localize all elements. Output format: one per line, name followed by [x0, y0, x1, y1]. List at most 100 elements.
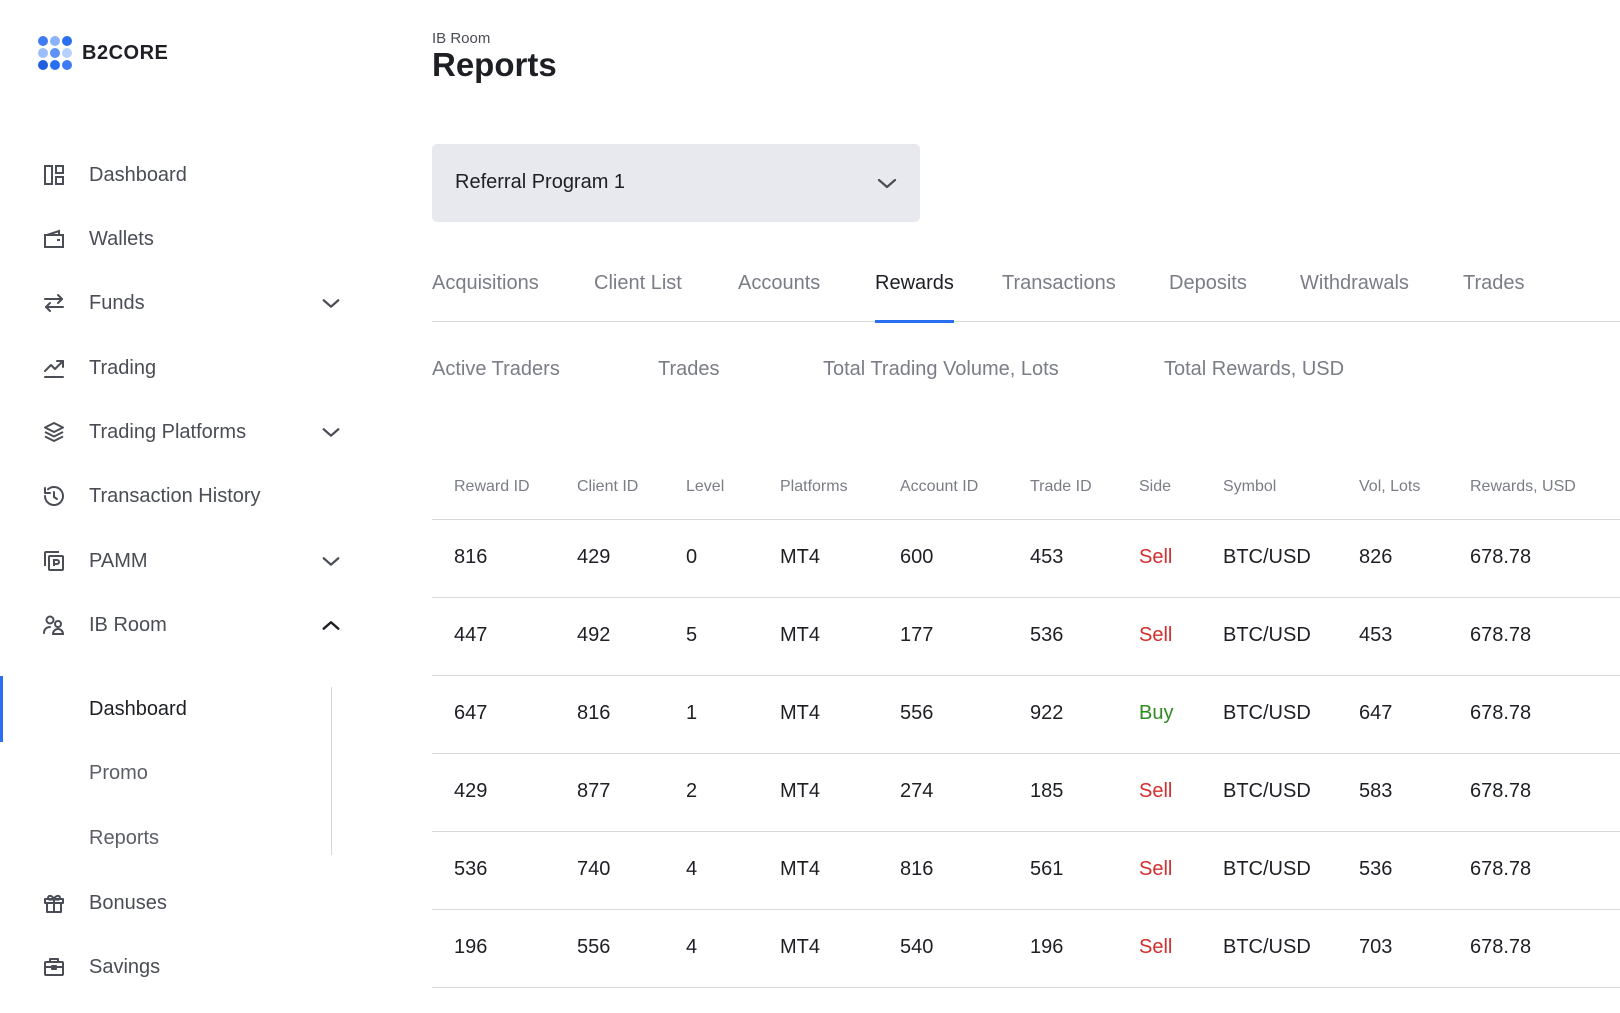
- sidebar-subitem-promo[interactable]: Promo: [0, 745, 350, 801]
- sidebar-subitem-reports[interactable]: Reports: [0, 810, 350, 866]
- submenu-divider: [331, 687, 332, 855]
- side-cell: Sell: [1139, 546, 1173, 568]
- table-row[interactable]: 536 740 4 MT4 816 561 Sell BTC/USD 536 678.78: [432, 832, 1620, 910]
- table-cell: 647: [1359, 702, 1393, 724]
- chevron-down-icon[interactable]: [318, 419, 344, 445]
- column-header[interactable]: Account ID: [900, 478, 979, 495]
- side-cell: Sell: [1139, 936, 1173, 958]
- sidebar-item-bonuses[interactable]: Bonuses: [0, 875, 350, 931]
- column-header[interactable]: Platforms: [780, 478, 848, 495]
- chevron-down-icon[interactable]: [318, 290, 344, 316]
- table-row[interactable]: 447 492 5 MT4 177 536 Sell BTC/USD 453 678.78: [432, 598, 1620, 676]
- table-cell: BTC/USD: [1223, 936, 1311, 958]
- chevron-down-icon: [874, 170, 900, 196]
- program-select-value: Referral Program 1: [455, 171, 626, 193]
- table-cell: 826: [1359, 546, 1393, 568]
- table-cell: 536: [454, 858, 488, 880]
- tab-client-list[interactable]: Client List: [594, 272, 682, 294]
- ib-room-icon: [41, 612, 67, 638]
- program-select[interactable]: Referral Program 1: [432, 144, 920, 222]
- report-tabs: Acquisitions Client List Accounts Reward…: [432, 262, 1620, 323]
- table-header: Reward ID Client ID Level Platforms Acco…: [432, 462, 1620, 520]
- sidebar-item-funds[interactable]: Funds: [0, 275, 350, 331]
- sidebar-item-label: PAMM: [89, 549, 148, 572]
- column-header[interactable]: Vol, Lots: [1359, 478, 1421, 495]
- table-cell: 556: [900, 702, 934, 724]
- table-row[interactable]: 429 877 2 MT4 274 185 Sell BTC/USD 583 678.78: [432, 754, 1620, 832]
- sidebar-item-ib-room[interactable]: IB Room: [0, 597, 350, 653]
- breadcrumb[interactable]: IB Room: [432, 30, 491, 47]
- sidebar-item-trading[interactable]: Trading: [0, 340, 350, 396]
- column-header[interactable]: Level: [686, 478, 725, 495]
- main-content: IB Room Reports Referral Program 1 Acqui…: [432, 0, 1620, 1013]
- sidebar-item-savings[interactable]: Savings: [0, 939, 350, 995]
- rewards-table: Reward ID Client ID Level Platforms Acco…: [432, 462, 1620, 988]
- wallet-icon: [41, 226, 67, 252]
- tab-deposits[interactable]: Deposits: [1169, 272, 1247, 294]
- table-cell: 185: [1030, 780, 1064, 802]
- sidebar-item-label: Funds: [89, 291, 145, 314]
- gift-icon: [41, 890, 67, 916]
- table-cell: BTC/USD: [1223, 702, 1311, 724]
- table-body: 816 429 0 MT4 600 453 Sell BTC/USD 826 678.78 447 4…: [432, 520, 1620, 988]
- sidebar-subitem-label: Promo: [89, 761, 148, 784]
- column-header[interactable]: Reward ID: [454, 478, 530, 495]
- layers-icon: [41, 419, 67, 445]
- tab-transactions[interactable]: Transactions: [1002, 272, 1116, 294]
- table-row[interactable]: 196 556 4 MT4 540 196 Sell BTC/USD 703 678.78: [432, 910, 1620, 988]
- table-cell: 429: [577, 546, 611, 568]
- table-cell: 678.78: [1470, 546, 1532, 568]
- sidebar-item-pamm[interactable]: PAMM: [0, 533, 350, 589]
- sidebar-item-transaction-history[interactable]: Transaction History: [0, 468, 350, 524]
- column-header[interactable]: Rewards, USD: [1470, 478, 1576, 495]
- trend-icon: [41, 355, 67, 381]
- tab-acquisitions[interactable]: Acquisitions: [432, 272, 539, 294]
- table-cell: 536: [1030, 624, 1064, 646]
- active-indicator: [0, 676, 3, 742]
- tab-rewards[interactable]: Rewards: [875, 272, 954, 323]
- briefcase-icon: [41, 954, 67, 980]
- table-cell: BTC/USD: [1223, 780, 1311, 802]
- history-icon: [41, 483, 67, 509]
- logo-mark-icon: [38, 36, 72, 70]
- column-header[interactable]: Client ID: [577, 478, 639, 495]
- table-cell: 922: [1030, 702, 1064, 724]
- sidebar-item-wallets[interactable]: Wallets: [0, 211, 350, 267]
- sidebar-item-dashboard[interactable]: Dashboard: [0, 147, 350, 203]
- table-cell: BTC/USD: [1223, 546, 1311, 568]
- sidebar-subitem-label: Reports: [89, 826, 160, 849]
- column-header[interactable]: Side: [1139, 478, 1172, 495]
- table-row[interactable]: 647 816 1 MT4 556 922 Buy BTC/USD 647 678.78: [432, 676, 1620, 754]
- chevron-down-icon[interactable]: [318, 548, 344, 574]
- table-cell: 583: [1359, 780, 1393, 802]
- table-cell: 816: [577, 702, 611, 724]
- sidebar-subitem-dashboard[interactable]: Dashboard: [0, 681, 350, 737]
- table-cell: MT4: [780, 780, 820, 802]
- brand-name: B2CORE: [82, 41, 169, 64]
- sidebar-item-label: Dashboard: [89, 163, 187, 186]
- table-cell: MT4: [780, 702, 820, 724]
- table-cell: 0: [686, 546, 698, 568]
- table-cell: BTC/USD: [1223, 624, 1311, 646]
- table-cell: 536: [1359, 858, 1393, 880]
- sidebar-item-label: IB Room: [89, 613, 167, 636]
- chevron-up-icon[interactable]: [318, 612, 344, 638]
- table-cell: 678.78: [1470, 936, 1532, 958]
- page-title: Reports: [432, 46, 557, 83]
- table-cell: 816: [454, 546, 488, 568]
- tab-trades[interactable]: Trades: [1463, 272, 1525, 294]
- table-cell: 429: [454, 780, 488, 802]
- column-header[interactable]: Symbol: [1223, 478, 1277, 495]
- side-cell: Buy: [1139, 702, 1174, 724]
- tab-accounts[interactable]: Accounts: [738, 272, 821, 294]
- logo[interactable]: B2CORE: [38, 36, 168, 70]
- table-cell: 5: [686, 624, 698, 646]
- sidebar-item-trading-platforms[interactable]: Trading Platforms: [0, 404, 350, 460]
- table-row[interactable]: 816 429 0 MT4 600 453 Sell BTC/USD 826 678.78: [432, 520, 1620, 598]
- side-cell: Sell: [1139, 858, 1173, 880]
- column-header[interactable]: Trade ID: [1030, 478, 1092, 495]
- table-cell: 4: [686, 936, 698, 958]
- stat-total-rewards: Total Rewards, USD: [1164, 358, 1345, 380]
- table-cell: MT4: [780, 546, 820, 568]
- tab-withdrawals[interactable]: Withdrawals: [1300, 272, 1409, 294]
